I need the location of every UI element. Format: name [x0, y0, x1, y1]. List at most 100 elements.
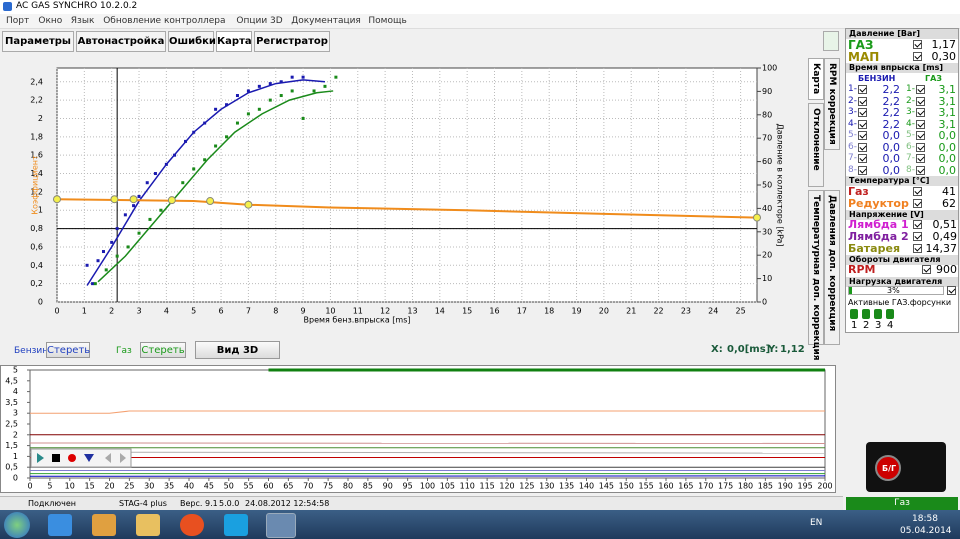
- menu-item[interactable]: Язык: [70, 16, 95, 26]
- data-point: [126, 245, 130, 249]
- x-tick-label: 190: [778, 482, 793, 491]
- taskbar-explorer[interactable]: [136, 514, 160, 536]
- x-tick-label: 85: [363, 482, 373, 491]
- data-point: [268, 82, 272, 86]
- injector-icon: [850, 309, 858, 319]
- menu-item[interactable]: Опции 3D: [236, 16, 283, 26]
- x-tick-label: 95: [403, 482, 413, 491]
- chart-toggle[interactable]: [823, 31, 839, 51]
- y-tick-label: 2,5: [5, 420, 18, 429]
- x-tick-label: 12: [380, 307, 390, 316]
- checkbox[interactable]: [913, 52, 922, 61]
- start-button[interactable]: [4, 512, 30, 538]
- injector-icon: [874, 309, 882, 319]
- data-point: [137, 194, 141, 198]
- tab[interactable]: Параметры: [2, 31, 74, 52]
- checkbox[interactable]: [913, 199, 922, 208]
- y2-tick-label: 60: [762, 157, 772, 166]
- side-tab[interactable]: Температурная доп. коррекция: [808, 190, 824, 361]
- playback-button[interactable]: [84, 454, 94, 462]
- checkbox[interactable]: [916, 154, 925, 163]
- checkbox[interactable]: [947, 286, 956, 295]
- checkbox[interactable]: [916, 119, 925, 129]
- y-tick-label: 1: [13, 452, 18, 461]
- checkbox[interactable]: [916, 165, 925, 175]
- checkbox[interactable]: [858, 154, 867, 163]
- playback-button[interactable]: [37, 453, 44, 463]
- checkbox[interactable]: [858, 85, 867, 94]
- checkbox[interactable]: [916, 131, 925, 140]
- status-item: 5.0.0: [219, 499, 240, 508]
- checkbox[interactable]: [916, 108, 925, 117]
- data-point: [334, 75, 338, 79]
- checkbox[interactable]: [858, 165, 867, 175]
- data-point: [137, 231, 141, 235]
- menu-item[interactable]: Помощь: [368, 16, 407, 26]
- fit-curve: [97, 90, 334, 283]
- data-point: [290, 89, 294, 93]
- taskbar-yandex[interactable]: [180, 514, 204, 536]
- menu-item[interactable]: Документация: [291, 16, 361, 26]
- x-tick-label: 17: [517, 307, 527, 316]
- checkbox[interactable]: [858, 142, 867, 152]
- taskbar-ac-gas[interactable]: [266, 513, 296, 538]
- gas-button[interactable]: Газ: [846, 497, 958, 510]
- row-label: 2-: [906, 95, 915, 106]
- taskbar-ie[interactable]: [48, 514, 72, 536]
- button[interactable]: Стереть: [46, 342, 90, 358]
- checkbox[interactable]: [913, 220, 922, 229]
- playback-button[interactable]: [68, 454, 76, 462]
- button[interactable]: Вид 3D: [195, 341, 280, 359]
- gas-time: 0,0: [938, 129, 957, 142]
- taskbar-skype[interactable]: [224, 514, 248, 536]
- side-tab[interactable]: RPM коррекция: [824, 58, 840, 150]
- x-tick-label: 30: [144, 482, 154, 491]
- side-tab[interactable]: Карта: [808, 58, 824, 100]
- y2-tick-label: 50: [762, 181, 772, 190]
- language[interactable]: EN: [810, 518, 823, 528]
- checkbox[interactable]: [913, 187, 922, 196]
- taskbar-media[interactable]: [92, 514, 116, 536]
- checkbox[interactable]: [916, 96, 925, 106]
- y2-axis-label: Давление в коллекторе [kPa]: [776, 123, 785, 246]
- clock-time: 18:58: [912, 514, 938, 524]
- checkbox[interactable]: [913, 232, 922, 241]
- menu-item[interactable]: Порт: [6, 16, 30, 26]
- x-tick-label: 1: [82, 307, 87, 316]
- injector-icon: [862, 309, 870, 319]
- checkbox[interactable]: [922, 265, 931, 274]
- tab[interactable]: Регистратор: [254, 31, 330, 52]
- checkbox[interactable]: [913, 40, 922, 49]
- tab[interactable]: Ошибки: [168, 31, 216, 52]
- row-label: 1-: [848, 84, 857, 94]
- window-title: AC GAS SYNCHRO 10.2.0.2: [16, 1, 138, 11]
- switch-label: Б/Г: [882, 464, 897, 473]
- checkbox[interactable]: [858, 119, 867, 129]
- menu-item[interactable]: Обновление контроллера: [103, 16, 226, 26]
- playback-button[interactable]: [120, 453, 126, 463]
- checkbox[interactable]: [916, 85, 925, 94]
- tab[interactable]: Карта: [216, 31, 252, 52]
- gauge-label: Лямбда 2: [848, 230, 909, 243]
- checkbox[interactable]: [858, 131, 867, 140]
- playback-button[interactable]: [105, 453, 111, 463]
- playback-button[interactable]: [52, 454, 60, 462]
- switch-indicator[interactable]: [875, 455, 901, 481]
- petrol-time: 0,0: [882, 152, 901, 165]
- checkbox[interactable]: [916, 142, 925, 152]
- gauge-label: Батарея: [848, 242, 901, 255]
- section-header: Давление [Bar]: [846, 29, 958, 39]
- x-tick-label: 200: [817, 482, 832, 491]
- y2-tick-label: 80: [762, 110, 772, 119]
- checkbox[interactable]: [858, 96, 867, 106]
- y-tick-label: 4,5: [5, 376, 18, 385]
- x-tick-label: 195: [797, 482, 812, 491]
- x-tick-label: 180: [738, 482, 753, 491]
- checkbox[interactable]: [913, 244, 922, 253]
- tab[interactable]: Автонастройка: [76, 31, 166, 52]
- checkbox[interactable]: [858, 108, 867, 117]
- button[interactable]: Стереть: [140, 342, 186, 358]
- side-tab[interactable]: Давления доп. коррекция: [824, 190, 840, 345]
- side-tab[interactable]: Отклонение: [808, 103, 824, 187]
- menu-item[interactable]: Окно: [38, 16, 63, 26]
